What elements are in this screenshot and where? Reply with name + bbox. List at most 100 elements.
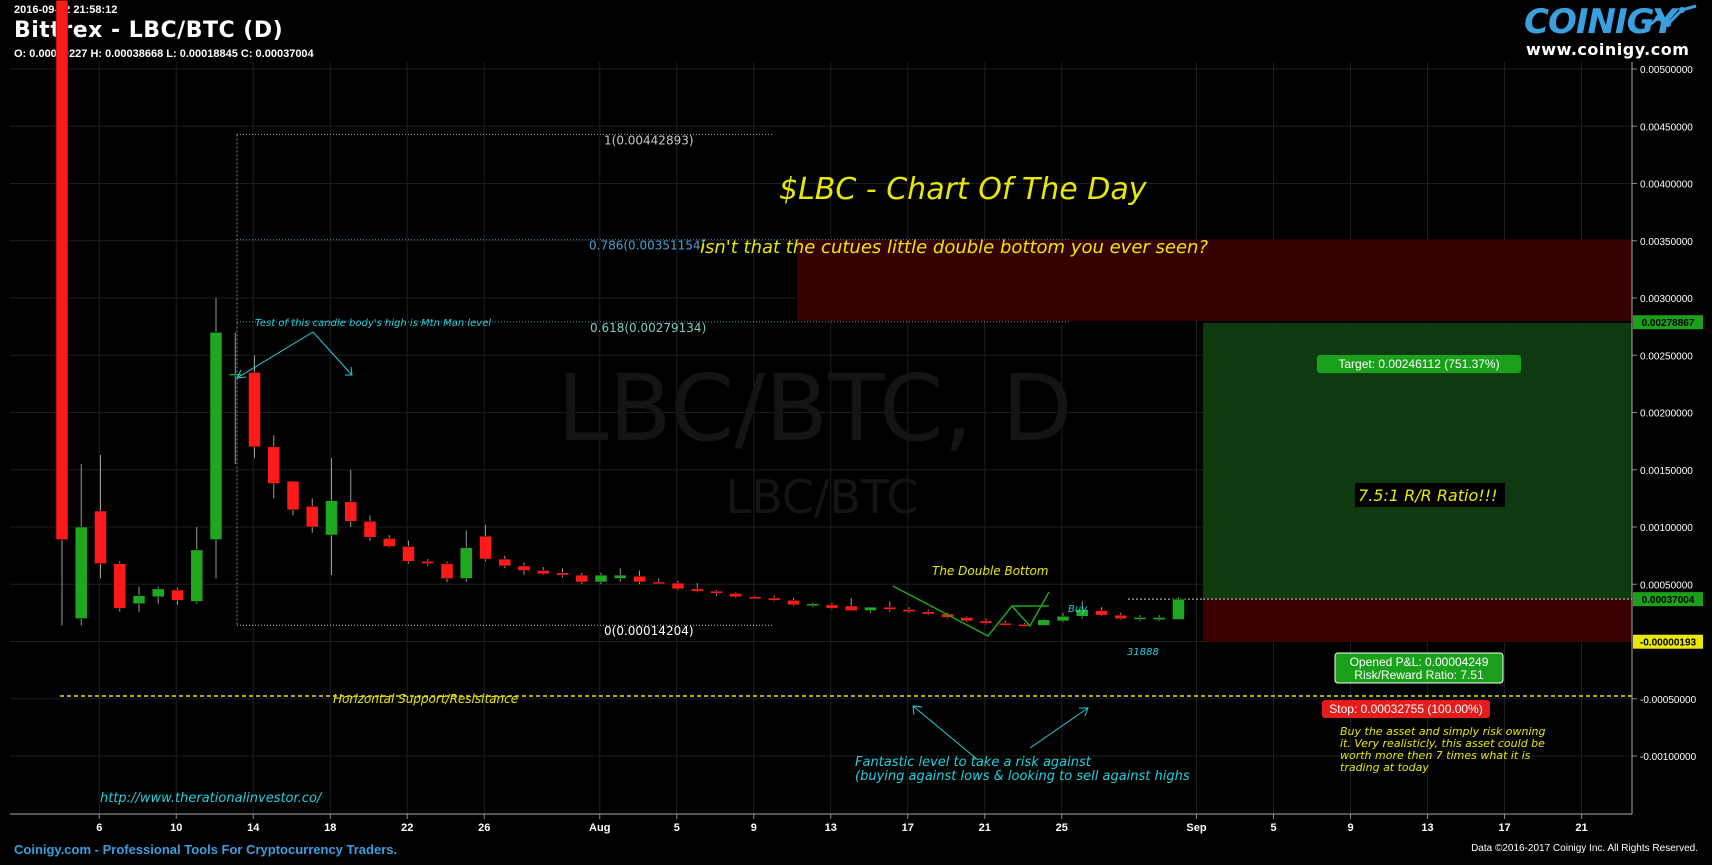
candle-body-down — [402, 546, 415, 562]
x-tick-label: Sep — [1186, 822, 1206, 834]
x-tick-label: 5 — [1270, 822, 1276, 834]
candle-body-up — [594, 574, 608, 583]
candle-body-down — [55, 0, 69, 540]
watermark-big: LBC/BTC, D — [557, 355, 1072, 462]
x-tick-label: 14 — [247, 822, 260, 834]
candle — [229, 332, 242, 465]
candle-body-up — [460, 547, 473, 579]
double-bottom-annotation: The Double Bottom — [932, 564, 1048, 578]
candle-body-up — [190, 549, 203, 602]
candle — [286, 480, 300, 516]
candle — [1056, 612, 1070, 623]
subheadline-annotation: isn't that the cutues little double bott… — [700, 237, 1208, 258]
fib-label: 1(0.00442893) — [604, 133, 694, 147]
x-tick-label: 5 — [674, 822, 680, 834]
x-tick-label: 17 — [902, 822, 914, 834]
fib-label: 0.786(0.00351154) — [589, 238, 705, 252]
x-tick-label: Aug — [589, 822, 610, 834]
candle — [306, 498, 319, 533]
candle-body-down — [960, 617, 973, 622]
candle — [267, 435, 280, 499]
candle-body-down — [979, 620, 993, 624]
note-line1: Buy the asset and simply risk owning — [1340, 725, 1545, 738]
rr-label: Risk/Reward Ratio: 7.51 — [1354, 668, 1484, 682]
y-tick-label: 0.00450000 — [1640, 122, 1693, 133]
candle-body-down — [922, 611, 935, 615]
x-tick-label: 6 — [96, 822, 102, 834]
candle — [421, 559, 434, 566]
candle-body-down — [479, 535, 492, 560]
candle — [171, 587, 184, 605]
candle — [864, 606, 877, 613]
candle — [498, 555, 511, 569]
candle — [460, 530, 473, 582]
candle — [209, 298, 223, 579]
candle-body-down — [710, 590, 723, 594]
x-tick-label: 10 — [170, 822, 182, 834]
fib-retracement: 1(0.00442893) 0.786(0.00351154) 0.618(0.00… — [236, 133, 1070, 638]
candle — [575, 572, 588, 585]
candle-body-down — [902, 609, 916, 612]
buy-annotation: Buy — [1068, 604, 1088, 615]
fantastic-arrow-left — [912, 705, 979, 761]
candle-body-up — [1172, 598, 1185, 620]
resistance-zone — [797, 239, 1632, 321]
candle — [440, 561, 454, 582]
candle — [383, 535, 396, 548]
candle-body-up — [132, 595, 146, 604]
candle-body-down — [1114, 614, 1127, 619]
candle — [537, 567, 550, 576]
fantastic-annotation-line1: Fantastic level to take a risk against — [855, 755, 1092, 770]
mtn-man-arrowhead-left — [236, 369, 247, 379]
risk-zone — [1203, 599, 1632, 642]
coinigy-logo[interactable]: COINIGY www.coinigy.com — [1524, 2, 1700, 60]
candle-body-up — [806, 603, 819, 606]
y-tick-label: 0.00350000 — [1640, 237, 1693, 248]
footer-copyright: Data ©2016-2017 Coinigy Inc. All Rights … — [1471, 843, 1698, 854]
author-url: http://www.therationalinvestor.co/ — [100, 791, 323, 806]
candle-body-up — [614, 574, 627, 579]
y-tick-label: 0.00500000 — [1640, 65, 1693, 76]
candle-body-up — [1037, 619, 1050, 626]
footer-brand[interactable]: Coinigy.com - Professional Tools For Cry… — [14, 842, 398, 857]
note-line4: trading at today — [1340, 761, 1429, 774]
candle-body-down — [671, 582, 685, 590]
candle — [652, 578, 665, 585]
chart-watermark: LBC/BTC, D LBC/BTC — [557, 355, 1072, 524]
x-tick-label: 22 — [401, 822, 413, 834]
note-line2: it. Very realisticly, this asset could b… — [1340, 737, 1545, 750]
candle-body-up — [1153, 617, 1166, 620]
candle — [363, 515, 377, 541]
fib-label: 0.618(0.00279134) — [590, 321, 706, 335]
rr-ratio-bg — [1355, 483, 1505, 507]
candle-body-down — [691, 588, 704, 592]
candle — [825, 602, 839, 610]
y-tick-label: 0.00200000 — [1640, 409, 1693, 420]
candle — [614, 568, 627, 582]
x-tick-label: 21 — [1575, 822, 1587, 834]
candle-body-down — [729, 593, 742, 598]
fib-label: 0(0.00014204) — [604, 624, 694, 638]
price-label: 0.00037004 — [1642, 595, 1695, 606]
candle — [556, 568, 569, 578]
candle — [902, 607, 916, 613]
double-bottom-drawing — [892, 585, 1050, 637]
y-tick-label: 0.00300000 — [1640, 294, 1693, 305]
candle-body-down — [556, 572, 569, 576]
candle-body-down — [787, 600, 800, 606]
candle-body-down — [267, 446, 280, 484]
watermark-small: LBC/BTC — [725, 470, 918, 524]
candle — [691, 583, 704, 593]
mtn-man-annotation: Test of this candle body's high is Mtn M… — [255, 318, 491, 329]
count-annotation: 31888 — [1127, 647, 1159, 658]
candle-body-down — [825, 604, 839, 609]
risk-reward-zones — [797, 239, 1632, 642]
ohlc-readout: O: 0.00019227 H: 0.00038668 L: 0.0001884… — [14, 48, 314, 60]
candle-body-down — [845, 605, 858, 611]
candle — [132, 586, 146, 612]
candle-body-up — [325, 500, 338, 536]
candle — [748, 595, 762, 600]
fantastic-arrowhead-right — [1079, 707, 1089, 717]
candle — [768, 595, 781, 602]
